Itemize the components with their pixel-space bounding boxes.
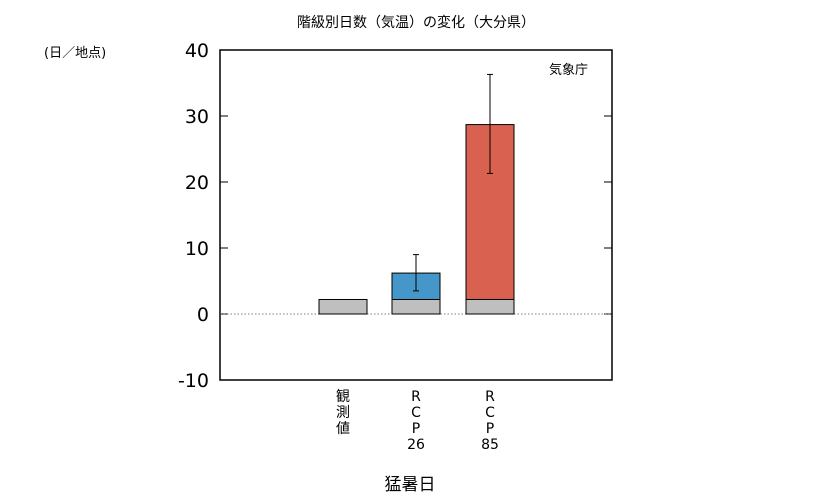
x-tick-label: C	[485, 405, 495, 421]
plot-frame	[219, 49, 613, 381]
baseline-bar	[465, 298, 515, 315]
x-tick-label: R	[485, 389, 495, 405]
x-tick-label: P	[412, 421, 420, 437]
chart-title: 階級別日数（気温）の変化（大分県）	[297, 14, 535, 31]
x-tick-label: C	[411, 405, 421, 421]
y-unit-label: (日／地点)	[44, 46, 106, 61]
x-tick-label: 測	[336, 405, 350, 421]
y-tick-label: -10	[178, 370, 209, 392]
y-tick-label: 20	[185, 172, 209, 194]
baseline-bar	[318, 298, 368, 315]
x-tick-label: 観	[336, 388, 350, 405]
x-tick-label: 26	[407, 437, 425, 453]
source-label: 気象庁	[549, 62, 588, 78]
bars	[318, 73, 515, 315]
x-axis-label: 猛暑日	[385, 475, 436, 495]
x-tick-label: 85	[481, 437, 499, 453]
x-tick-label: R	[411, 389, 421, 405]
y-tick-label: 0	[197, 304, 209, 326]
y-axis: -10 0 10 20 30 40	[178, 40, 612, 392]
y-tick-label: 40	[185, 40, 209, 62]
x-tick-label: 値	[336, 421, 350, 437]
x-tick-label: P	[486, 421, 494, 437]
baseline-bar	[391, 298, 441, 315]
y-tick-label: 30	[185, 106, 209, 128]
y-tick-label: 10	[185, 238, 209, 260]
